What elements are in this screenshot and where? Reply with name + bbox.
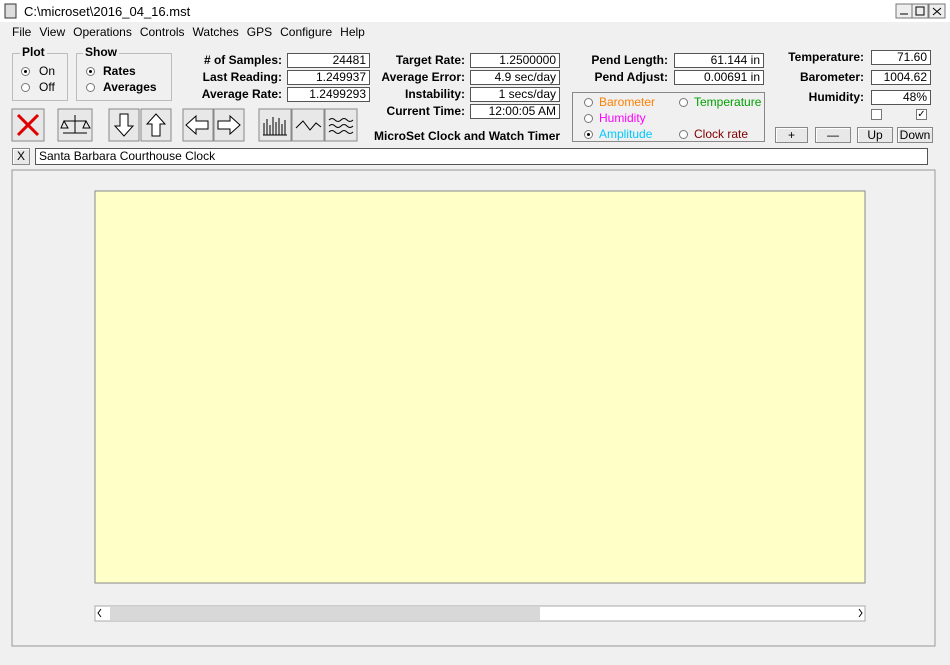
right-icon [217, 114, 241, 136]
radio[interactable] [21, 83, 30, 92]
button[interactable]: + [775, 127, 808, 143]
field-value[interactable]: 12:00:05 AM [470, 104, 560, 119]
menu-item[interactable]: Configure [280, 25, 333, 39]
field-value[interactable]: 1.2499293 [287, 87, 370, 102]
legend-entry[interactable]: Barometer [599, 95, 656, 109]
button[interactable]: — [815, 127, 851, 143]
field-label: Instability: [404, 87, 465, 101]
left-icon [185, 114, 209, 136]
field-label: Average Rate: [201, 87, 282, 101]
radio[interactable] [584, 114, 593, 123]
field-label: Pend Adjust: [594, 70, 668, 84]
app-icon [4, 3, 17, 19]
checkbox[interactable]: ✓ [916, 109, 927, 120]
legend-entry[interactable]: Amplitude [599, 127, 653, 141]
radio-label[interactable]: Rates [103, 64, 136, 78]
menu-item[interactable]: GPS [246, 25, 273, 39]
field-label: Humidity: [808, 90, 864, 104]
field-value[interactable]: 24481 [287, 53, 370, 68]
menu-item[interactable]: File [12, 25, 32, 39]
field-label: Average Error: [381, 70, 465, 84]
up-icon [145, 113, 167, 137]
field-value[interactable]: 1004.62 [871, 70, 931, 85]
field-label: Last Reading: [202, 70, 282, 84]
field-label: Current Time: [386, 104, 465, 118]
field-label: Target Rate: [395, 53, 465, 67]
show-group [76, 53, 172, 101]
trace-select [572, 92, 765, 142]
field-label: # of Samples: [203, 53, 282, 67]
balance-icon [60, 115, 91, 134]
title-bar [0, 0, 950, 22]
field-value[interactable]: 71.60 [871, 50, 931, 65]
waves-icon [328, 118, 354, 134]
button[interactable]: Up [857, 127, 893, 143]
field-label: Barometer: [799, 70, 864, 84]
group-title: Show [83, 45, 119, 59]
field-label: Temperature: [788, 50, 864, 64]
app-title: MicroSet Clock and Watch Timer [374, 129, 561, 143]
menu-item[interactable]: Watches [192, 25, 239, 39]
clear-icon [16, 113, 40, 137]
menu-item[interactable]: Controls [139, 25, 185, 39]
down-icon [113, 113, 135, 137]
legend-entry[interactable]: Humidity [599, 111, 646, 125]
maximize-button[interactable] [911, 3, 929, 19]
radio[interactable] [584, 130, 593, 139]
bars-icon [263, 117, 287, 136]
radio[interactable] [679, 98, 688, 107]
menu-item[interactable]: View [39, 25, 66, 39]
radio-label[interactable]: Averages [103, 80, 157, 94]
field-value[interactable]: 61.144 in [674, 53, 764, 68]
button[interactable]: Down [897, 127, 933, 143]
field-value[interactable]: 1.249937 [287, 70, 370, 85]
plot-area [94, 190, 866, 584]
clock-name-field[interactable]: Santa Barbara Courthouse Clock [35, 148, 928, 165]
window-button-glyphs [900, 6, 942, 16]
menu-item[interactable]: Operations [73, 25, 132, 39]
field-value[interactable]: 4.9 sec/day [470, 70, 560, 85]
field-value[interactable]: 48% [871, 90, 931, 105]
checkbox[interactable] [871, 109, 882, 120]
scroll-arrows [97, 608, 863, 618]
minimize-button[interactable] [895, 3, 913, 19]
field-label: Pend Length: [591, 53, 668, 67]
radio[interactable] [86, 83, 95, 92]
radio-label[interactable]: Off [39, 80, 55, 94]
radio[interactable] [584, 98, 593, 107]
group-title: Plot [20, 45, 47, 59]
menu-item[interactable]: Help [340, 25, 365, 39]
field-value[interactable]: 1 secs/day [470, 87, 560, 102]
menu-bar: File View Operations Controls Watches GPS Conf… [8, 25, 369, 39]
scroll-thumb[interactable] [110, 607, 540, 620]
close-button[interactable]: X [12, 148, 30, 165]
window-title: C:\microset\2016_04_16.mst [24, 4, 191, 19]
legend-entry[interactable]: Clock rate [694, 127, 749, 141]
radio[interactable] [21, 67, 30, 76]
radio[interactable] [86, 67, 95, 76]
field-value[interactable]: 0.00691 in [674, 70, 764, 85]
wave-icon [295, 120, 322, 131]
radio[interactable] [679, 130, 688, 139]
radio-label[interactable]: On [39, 64, 56, 78]
field-value[interactable]: 1.2500000 [470, 53, 560, 68]
legend-entry[interactable]: Temperature [694, 95, 762, 109]
